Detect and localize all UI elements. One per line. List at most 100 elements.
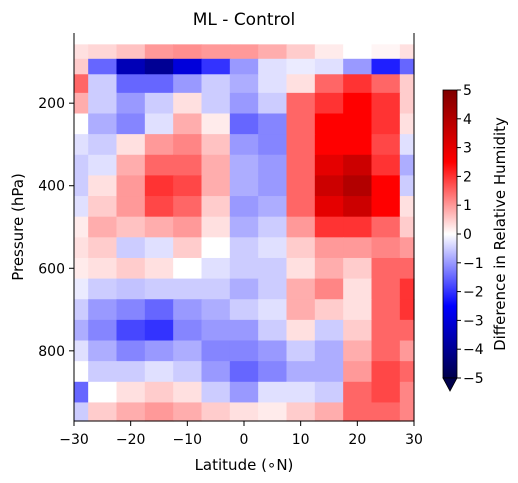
colorbar-tick-label: −4 <box>463 342 484 358</box>
heatmap-cell <box>116 299 146 321</box>
heatmap-cell <box>229 278 259 300</box>
heatmap-cell <box>74 196 89 218</box>
heatmap-cell <box>343 319 373 342</box>
heatmap-cell <box>286 175 316 197</box>
heatmap-cell <box>144 58 174 75</box>
heatmap-cell <box>258 74 288 94</box>
heatmap-cell <box>88 257 118 280</box>
heatmap-cell <box>371 319 401 342</box>
heatmap-cell <box>201 92 231 115</box>
heatmap-cell <box>201 154 231 177</box>
heatmap-cell <box>286 319 316 342</box>
heatmap-cell <box>343 44 373 60</box>
heatmap-cell <box>399 340 415 362</box>
heatmap-cell <box>88 361 118 383</box>
heatmap-cell <box>116 216 146 238</box>
heatmap-cell <box>201 381 231 404</box>
heatmap-cell <box>258 257 288 280</box>
heatmap-cell <box>74 237 89 259</box>
heatmap-cell <box>229 74 259 94</box>
heatmap-cell <box>116 237 146 259</box>
heatmap-cell <box>116 33 146 45</box>
heatmap-cell <box>343 175 373 197</box>
heatmap-cell <box>201 361 231 383</box>
x-axis-label: Latitude (∘N) <box>195 456 294 474</box>
x-tick-label: 20 <box>348 432 366 448</box>
heatmap-cell <box>371 381 401 404</box>
heatmap-cell <box>343 278 373 300</box>
heatmap-cell <box>286 257 316 280</box>
heatmap-cell <box>343 299 373 321</box>
heatmap-cell <box>201 74 231 94</box>
heatmap-cell <box>144 33 174 45</box>
heatmap-cell <box>201 402 231 422</box>
heatmap-cell <box>229 92 259 115</box>
heatmap-cell <box>286 154 316 177</box>
y-ticks: 200 400 600 800 <box>38 96 74 360</box>
heatmap-cell <box>173 92 203 115</box>
heatmap-cell <box>173 361 203 383</box>
heatmap-cell <box>201 44 231 60</box>
heatmap-cell <box>258 58 288 75</box>
x-tick-label: 30 <box>405 432 423 448</box>
colorbar-extend-min <box>442 377 458 392</box>
heatmap-cell <box>201 237 231 259</box>
heatmap-cell <box>201 278 231 300</box>
heatmap-cell <box>399 113 415 135</box>
heatmap-cell <box>258 402 288 422</box>
heatmap-cell <box>116 278 146 300</box>
heatmap-cell <box>144 154 174 177</box>
heatmap-cell <box>116 74 146 94</box>
heatmap-cell <box>173 196 203 218</box>
heatmap-cell <box>286 196 316 218</box>
heatmap-cell <box>74 299 89 321</box>
heatmap-cell <box>371 299 401 321</box>
heatmap-cell <box>399 237 415 259</box>
heatmap-cell <box>286 33 316 45</box>
heatmap-cell <box>229 134 259 156</box>
heatmap-cell <box>399 58 415 75</box>
colorbar-tick-label: 2 <box>463 169 472 185</box>
heatmap-cell <box>144 340 174 362</box>
heatmap-cell <box>201 257 231 280</box>
heatmap-cell <box>314 33 344 45</box>
heatmap-cell <box>173 340 203 362</box>
heatmap-cell <box>74 319 89 342</box>
heatmap-cell <box>343 33 373 45</box>
heatmap-cell <box>229 33 259 45</box>
heatmap-cell <box>173 299 203 321</box>
heatmap-cell <box>314 196 344 218</box>
heatmap-cell <box>88 402 118 422</box>
heatmap-cell <box>88 113 118 135</box>
heatmap-cell <box>88 74 118 94</box>
heatmap-cell <box>201 319 231 342</box>
heatmap-cell <box>229 175 259 197</box>
heatmap-cell <box>314 361 344 383</box>
heatmap-cell <box>286 216 316 238</box>
heatmap-cell <box>229 113 259 135</box>
y-tick-label: 800 <box>38 344 65 360</box>
heatmap-cell <box>399 154 415 177</box>
heatmap-cell <box>88 58 118 75</box>
heatmap-cell <box>74 402 89 422</box>
y-tick-label: 200 <box>38 96 65 112</box>
heatmap-cell <box>371 154 401 177</box>
heatmap-cell <box>286 134 316 156</box>
heatmap-cell <box>88 319 118 342</box>
heatmap-cell <box>173 237 203 259</box>
heatmap-cell <box>314 154 344 177</box>
heatmap-cell <box>88 175 118 197</box>
heatmap-cell <box>343 340 373 362</box>
colorbar-tick-label: 1 <box>463 198 472 214</box>
heatmap-cell <box>286 113 316 135</box>
heatmap-cell <box>314 278 344 300</box>
heatmap-cell <box>74 361 89 383</box>
heatmap-cell <box>144 134 174 156</box>
heatmap-cell <box>399 216 415 238</box>
heatmap-cell <box>343 237 373 259</box>
heatmap-cell <box>314 257 344 280</box>
heatmap-cell <box>116 340 146 362</box>
heatmap-cell <box>144 113 174 135</box>
heatmap-cell <box>286 381 316 404</box>
heatmap-cell <box>88 381 118 404</box>
